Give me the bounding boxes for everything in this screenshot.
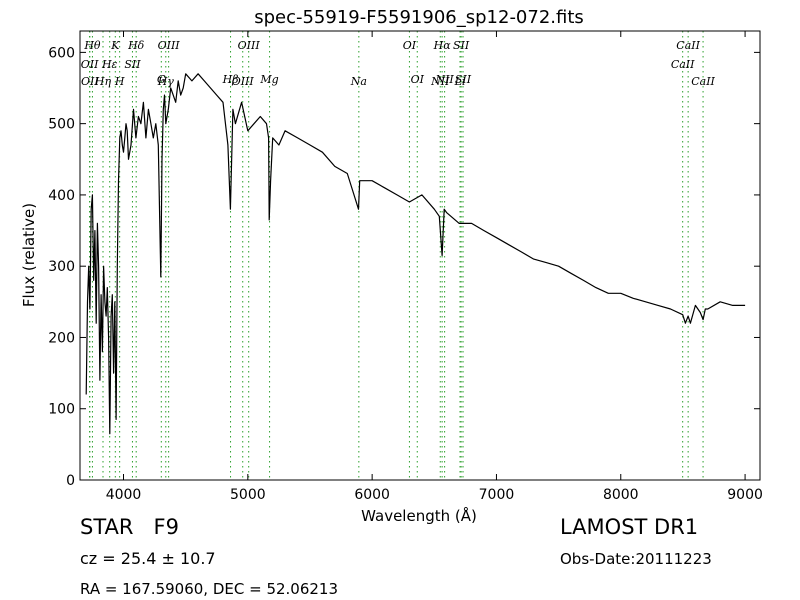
y-tick-label-0: 0 xyxy=(66,473,75,489)
line-label-11: OIII xyxy=(158,39,181,52)
plot-frame xyxy=(79,30,761,481)
y-tick-label-6: 600 xyxy=(48,45,75,61)
line-label-4: Hε xyxy=(101,58,118,71)
spectrum-series-line xyxy=(85,73,746,435)
y-tick-label-3: 300 xyxy=(48,259,75,275)
survey-name: LAMOST DR1 xyxy=(560,515,698,539)
line-label-14: OIII xyxy=(238,39,261,52)
chart-title: spec-55919-F5591906_sp12-072.fits xyxy=(254,7,584,28)
x-tick-label-0: 4000 xyxy=(106,487,142,503)
x-axis-label: Wavelength (Å) xyxy=(361,506,477,525)
x-axis-ticks: 4000 5000 6000 7000 8000 9000 xyxy=(106,31,763,503)
observation-date: Obs-Date:20111223 xyxy=(560,550,712,568)
line-label-21: NII xyxy=(434,73,454,86)
redshift-value: cz = 25.4 ± 10.7 xyxy=(80,549,216,568)
line-label-5: K xyxy=(110,39,120,52)
line-label-8: Hδ xyxy=(127,39,145,52)
x-tick-label-1: 5000 xyxy=(230,487,266,503)
line-label-15: Mg xyxy=(259,73,278,86)
line-label-0: OII xyxy=(81,58,99,71)
y-tick-label-5: 500 xyxy=(48,117,75,133)
line-label-16: Na xyxy=(350,75,367,88)
line-label-7: SII xyxy=(124,58,141,71)
coordinates: RA = 167.59060, DEC = 52.06213 xyxy=(80,580,338,598)
line-label-20: Hα xyxy=(433,39,452,52)
x-tick-label-3: 7000 xyxy=(479,487,515,503)
line-label-18: OI xyxy=(411,73,425,86)
x-tick-label-2: 6000 xyxy=(354,487,390,503)
line-label-1: OII xyxy=(81,75,99,88)
y-axis-label: Flux (relative) xyxy=(20,203,38,307)
line-label-6: H xyxy=(114,75,125,88)
y-tick-label-4: 400 xyxy=(48,188,75,204)
emission-line-markers xyxy=(89,31,704,480)
line-label-25: CaII xyxy=(671,58,695,71)
line-label-26: CaII xyxy=(676,39,700,52)
x-tick-label-5: 9000 xyxy=(727,487,763,503)
line-label-27: CaII xyxy=(691,75,715,88)
line-label-19: NII xyxy=(430,75,450,88)
line-label-13: OIII xyxy=(232,75,255,88)
line-label-3: Hη xyxy=(94,75,112,88)
y-axis-ticks: 0 100 200 300 400 500 600 xyxy=(48,45,760,489)
y-tick-label-2: 200 xyxy=(48,330,75,346)
line-label-24: SII xyxy=(455,73,472,86)
line-label-12: Hβ xyxy=(222,73,239,86)
line-label-17: OI xyxy=(403,39,417,52)
line-label-10: Hγ xyxy=(157,75,175,88)
y-tick-label-1: 100 xyxy=(48,402,75,418)
x-tick-label-4: 8000 xyxy=(603,487,639,503)
line-label-2: Hθ xyxy=(83,39,101,52)
line-label-9: G xyxy=(157,73,166,86)
spectral-class: STAR F9 xyxy=(80,515,179,539)
line-label-23: SII xyxy=(453,39,470,52)
line-label-22: Li xyxy=(454,75,466,88)
